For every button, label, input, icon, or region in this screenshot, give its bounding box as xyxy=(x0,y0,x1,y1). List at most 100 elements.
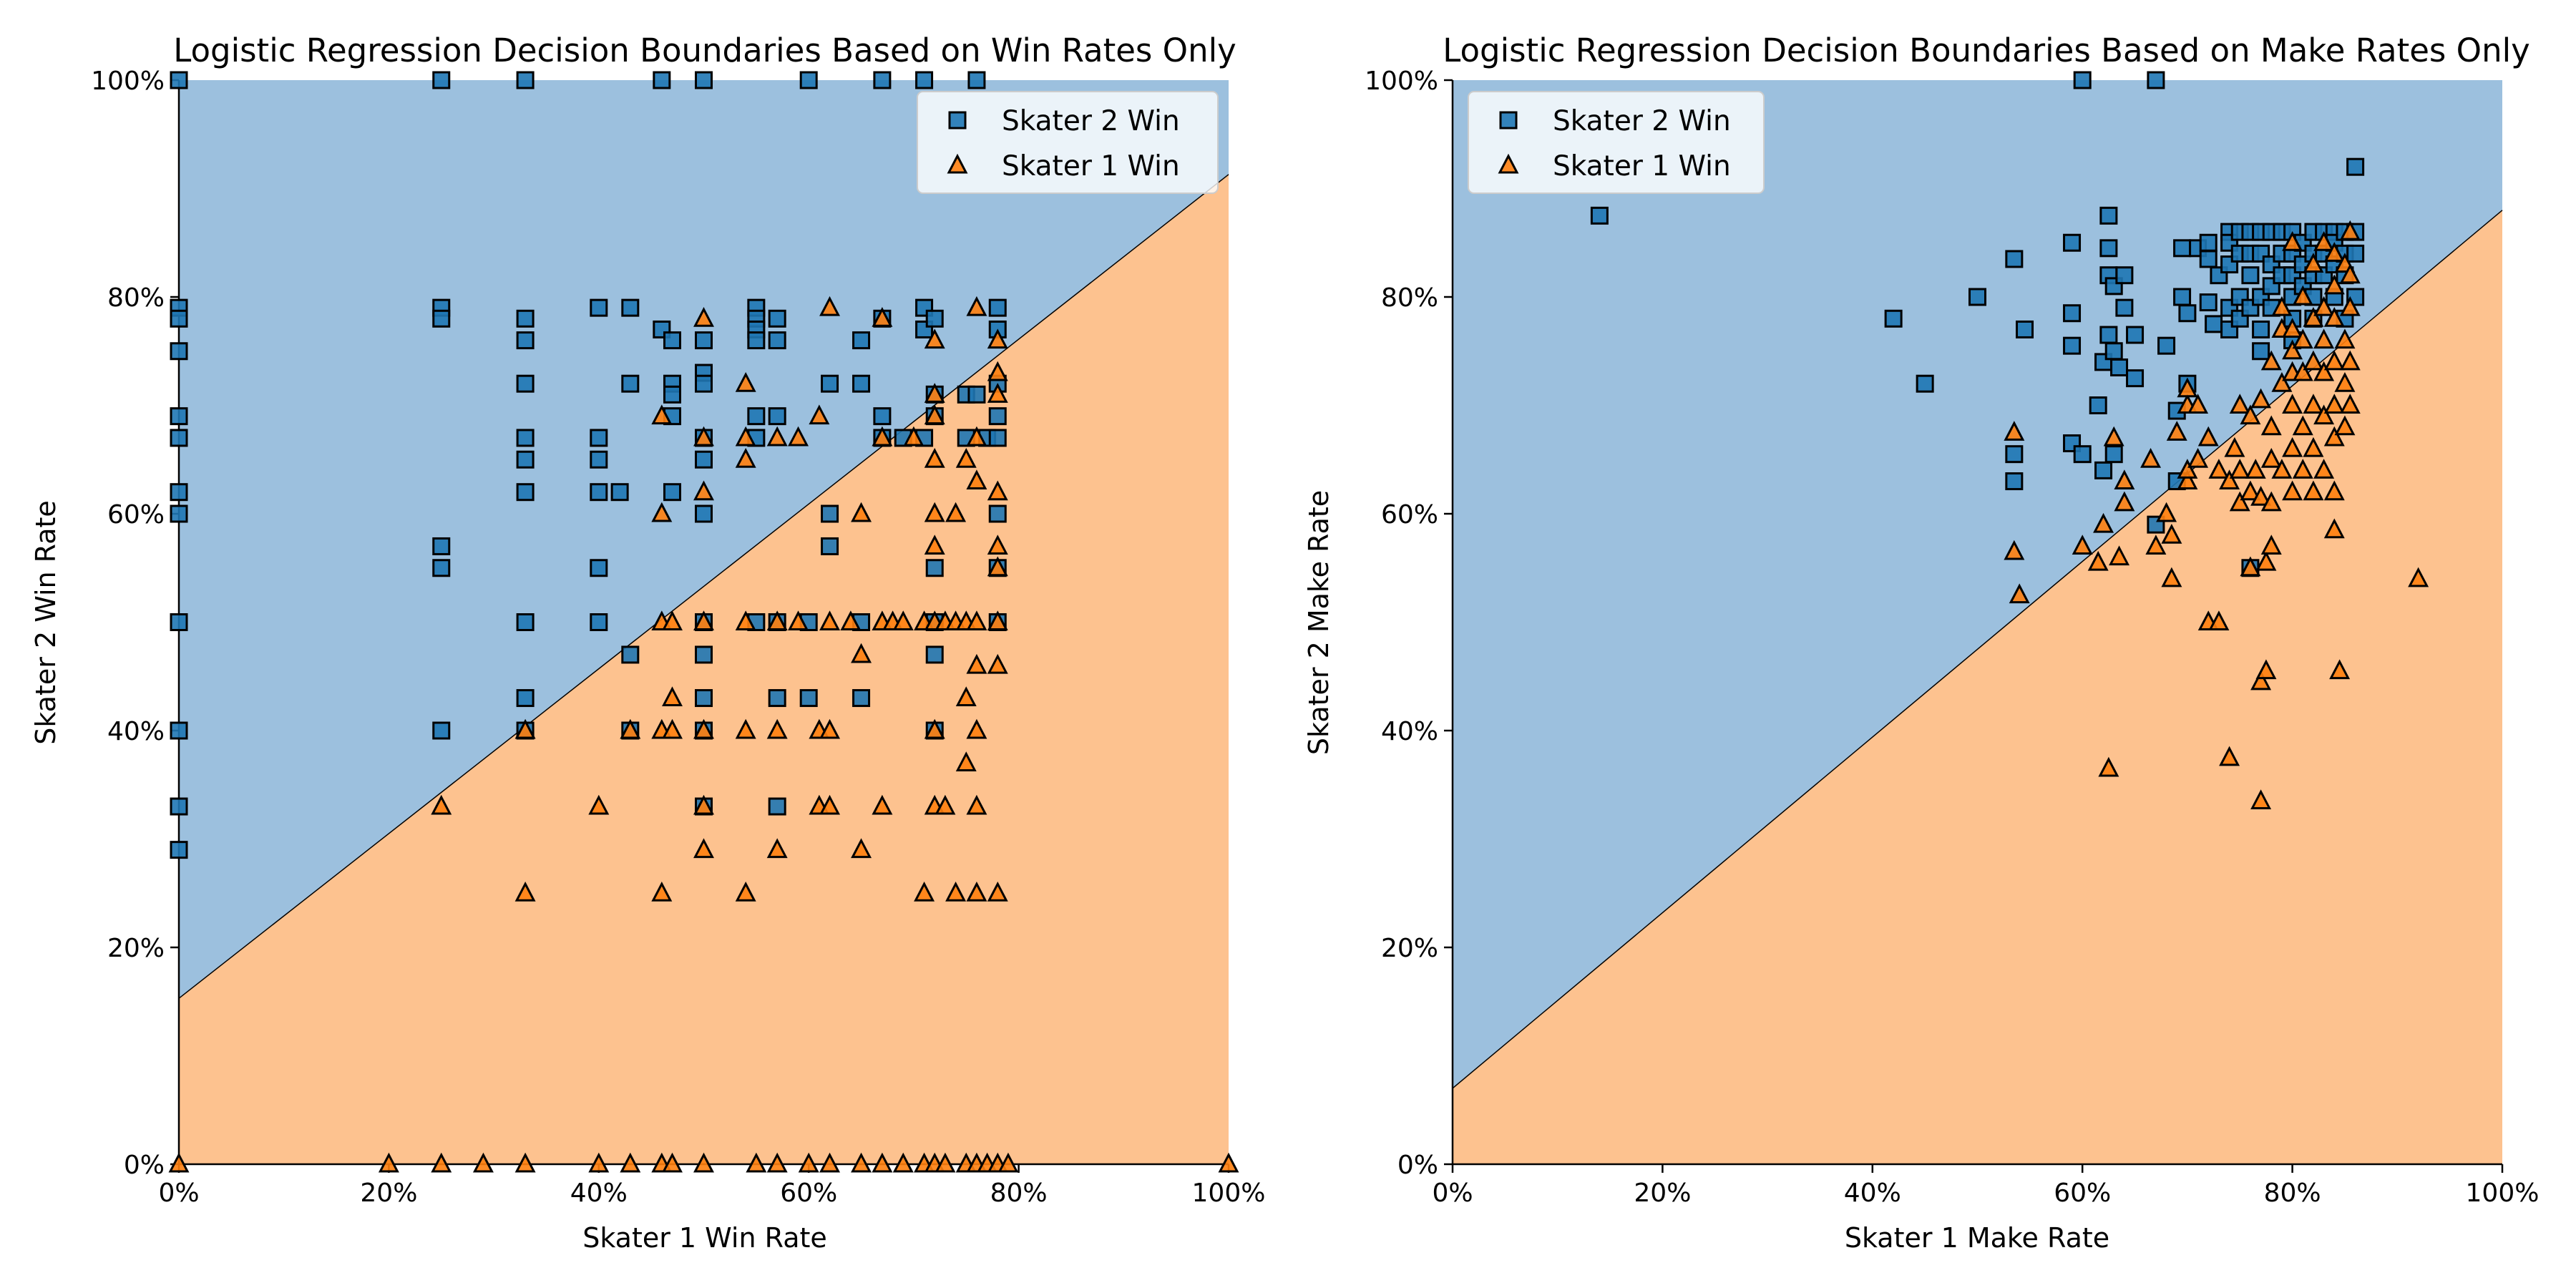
data-point xyxy=(2087,550,2109,571)
data-point xyxy=(821,374,839,393)
data-point xyxy=(2292,328,2313,349)
data-point xyxy=(2126,369,2145,388)
region-skater-1-win xyxy=(179,174,1229,1165)
data-point xyxy=(2323,350,2345,371)
data-point xyxy=(925,645,944,664)
data-point xyxy=(431,794,452,815)
data-point xyxy=(2346,244,2365,263)
data-point xyxy=(1590,206,1609,225)
data-point xyxy=(966,426,987,447)
data-point xyxy=(516,689,535,708)
y-tick-label: 100% xyxy=(1365,67,1438,96)
data-point xyxy=(2323,274,2345,295)
data-point xyxy=(2334,415,2356,436)
data-point xyxy=(747,331,766,350)
y-tick-label: 80% xyxy=(107,283,165,313)
data-point xyxy=(2099,206,2118,225)
data-point xyxy=(2323,426,2345,447)
data-point xyxy=(2161,524,2182,544)
data-point xyxy=(590,559,608,577)
data-point xyxy=(2009,583,2030,604)
data-point xyxy=(747,407,766,426)
data-point xyxy=(914,882,935,902)
data-point xyxy=(966,610,987,630)
data-point xyxy=(735,426,756,447)
data-point xyxy=(432,559,451,577)
data-point xyxy=(2229,491,2250,512)
data-point xyxy=(2323,242,2345,262)
data-point xyxy=(2177,459,2198,479)
data-point xyxy=(2005,445,2024,464)
data-point xyxy=(924,383,945,403)
data-point xyxy=(2016,320,2034,338)
y-axis-label: Skater 2 Win Rate xyxy=(30,500,62,745)
data-point xyxy=(892,610,914,630)
legend-label: Skater 1 Win xyxy=(1553,150,1731,182)
data-point xyxy=(2161,567,2182,587)
data-point xyxy=(819,296,841,316)
data-point xyxy=(2240,556,2261,577)
y-tick-label: 60% xyxy=(107,500,165,530)
data-point xyxy=(2260,415,2282,436)
data-point xyxy=(662,610,683,630)
data-point xyxy=(955,448,977,468)
data-point xyxy=(2147,71,2165,89)
data-point xyxy=(852,331,871,350)
data-point xyxy=(2089,396,2107,414)
x-axis-label: Skater 1 Win Rate xyxy=(582,1222,827,1254)
data-point xyxy=(872,307,893,327)
data-point xyxy=(2063,336,2082,355)
legend-label: Skater 2 Win xyxy=(1553,105,1731,137)
data-point xyxy=(2303,394,2324,414)
data-point xyxy=(915,71,934,89)
x-tick-label: 80% xyxy=(990,1179,1048,1208)
data-point xyxy=(2224,436,2245,457)
data-point xyxy=(2313,328,2335,349)
data-point xyxy=(2303,480,2324,501)
data-point xyxy=(2292,415,2313,436)
data-point xyxy=(170,721,188,740)
data-point xyxy=(2004,540,2025,560)
data-point xyxy=(170,429,188,447)
data-point xyxy=(695,689,713,708)
data-point xyxy=(2282,318,2303,338)
data-point xyxy=(651,404,673,425)
data-point xyxy=(768,689,786,708)
data-point xyxy=(2339,394,2361,414)
data-point xyxy=(693,794,714,815)
data-point xyxy=(966,718,987,739)
data-point xyxy=(935,794,956,815)
data-point xyxy=(2098,756,2119,777)
data-point xyxy=(2199,233,2218,252)
data-point xyxy=(872,426,893,447)
data-point xyxy=(2313,231,2335,251)
x-tick-label: 60% xyxy=(780,1179,837,1208)
data-point xyxy=(2187,394,2209,414)
data-point xyxy=(766,718,788,739)
data-point xyxy=(967,71,986,89)
data-point xyxy=(967,385,986,404)
x-axis-label: Skater 1 Make Rate xyxy=(1845,1222,2109,1254)
y-tick-label: 0% xyxy=(124,1151,165,1180)
x-tick-label: 80% xyxy=(2264,1179,2321,1208)
data-point xyxy=(516,374,535,393)
win-rate-chart: Logistic Regression Decision Boundaries … xyxy=(30,31,1265,1254)
data-point xyxy=(819,1152,841,1173)
data-point xyxy=(768,797,786,816)
data-point xyxy=(2140,448,2162,468)
data-point xyxy=(987,383,1008,403)
data-point xyxy=(988,429,1007,447)
plot-area: 0% 20% 40% 60% 80% 100% 0% 20% 40% 60% 80% 100% Skat… xyxy=(91,67,1265,1208)
data-point xyxy=(924,328,945,349)
data-point xyxy=(663,483,681,502)
data-point xyxy=(2126,326,2145,344)
data-point xyxy=(2072,535,2093,555)
data-point xyxy=(2156,502,2177,522)
data-point xyxy=(2199,293,2218,312)
data-point xyxy=(892,1152,914,1173)
data-point xyxy=(662,686,683,707)
data-point xyxy=(2229,394,2250,414)
data-point xyxy=(924,448,945,468)
data-point xyxy=(514,718,536,739)
